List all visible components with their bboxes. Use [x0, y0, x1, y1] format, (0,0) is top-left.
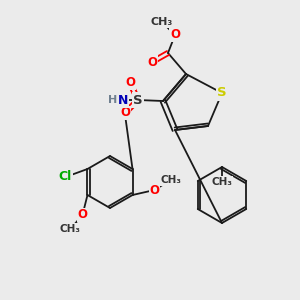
- Text: CH₃: CH₃: [60, 224, 81, 234]
- Text: S: S: [133, 94, 143, 106]
- Text: O: O: [125, 76, 135, 89]
- Text: O: O: [77, 208, 88, 221]
- Text: O: O: [170, 28, 180, 41]
- Text: H: H: [108, 95, 118, 105]
- Text: O: O: [147, 56, 157, 68]
- Text: CH₃: CH₃: [212, 177, 233, 187]
- Text: CH₃: CH₃: [160, 175, 181, 185]
- Text: O: O: [120, 106, 130, 119]
- Text: S: S: [217, 86, 227, 100]
- Text: N: N: [118, 94, 128, 106]
- Text: Cl: Cl: [59, 170, 72, 184]
- Text: CH₃: CH₃: [151, 17, 173, 27]
- Text: O: O: [149, 184, 160, 196]
